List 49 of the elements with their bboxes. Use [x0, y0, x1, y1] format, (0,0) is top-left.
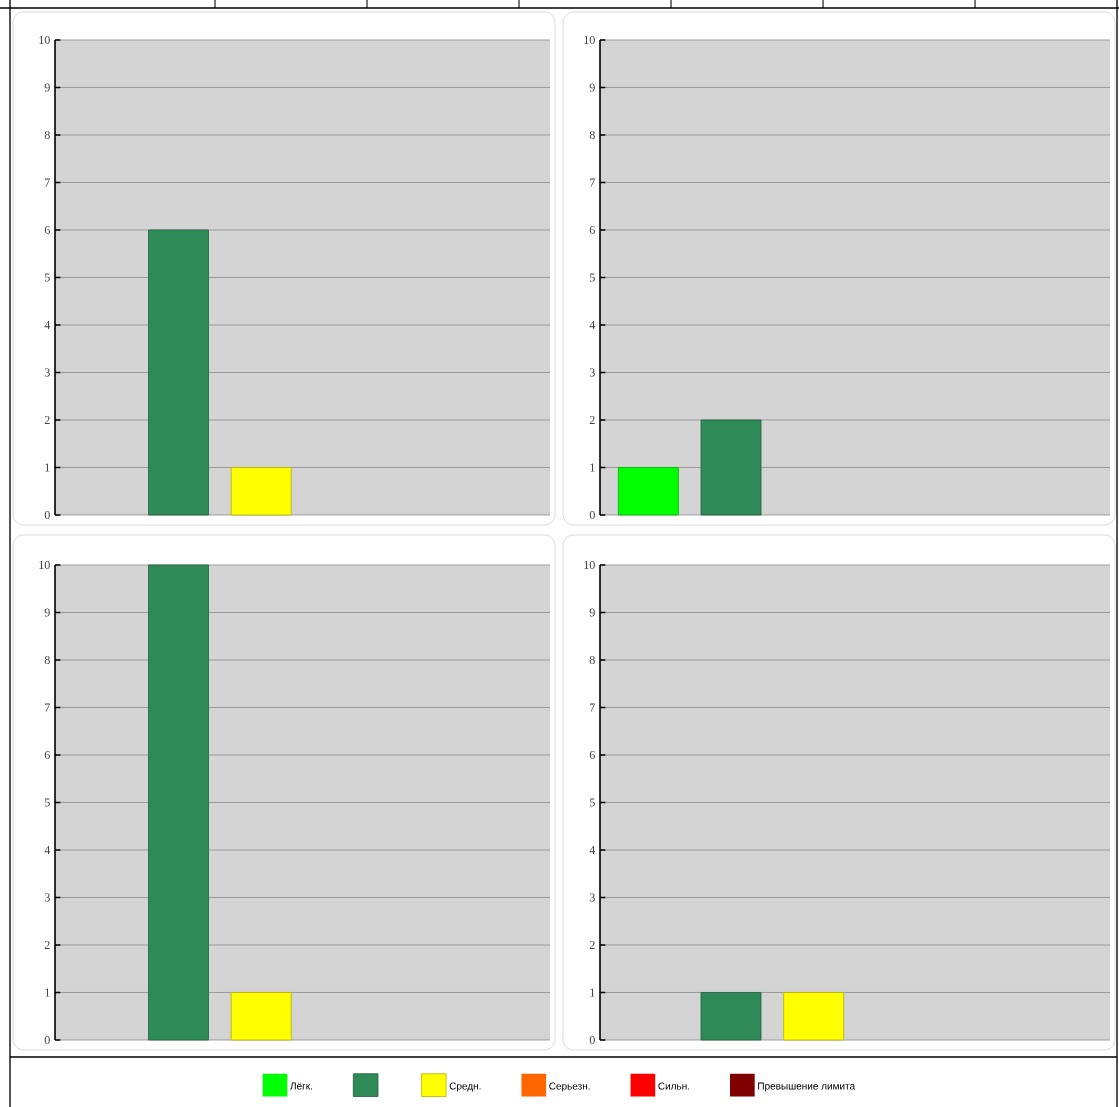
y-tick-label: 1 — [45, 988, 50, 997]
legend-label: Превышение лимита — [758, 1082, 856, 1092]
legend-label: Сильн. — [658, 1082, 690, 1090]
y-tick-label: 5 — [44, 798, 50, 807]
y-tick-label: 4 — [44, 846, 51, 854]
y-tick-label: 7 — [590, 703, 595, 712]
y-tick-label: 10 — [584, 35, 595, 45]
y-tick-label: 0 — [44, 1035, 50, 1045]
y-tick-label: 1 — [45, 463, 50, 472]
legend-label: Средн. — [449, 1082, 481, 1092]
y-tick-label: 6 — [44, 750, 50, 760]
y-tick-label: 2 — [44, 416, 50, 424]
y-tick-label: 6 — [589, 750, 595, 760]
y-tick-label: 3 — [44, 893, 50, 902]
y-tick-label: 9 — [589, 83, 595, 92]
y-tick-label: 7 — [45, 178, 50, 187]
y-tick-label: 3 — [44, 368, 50, 377]
y-tick-label: 10 — [39, 35, 50, 45]
y-tick-label: 8 — [589, 655, 595, 665]
y-tick-label: 10 — [39, 560, 50, 570]
legend-label: Серьезн. — [549, 1082, 590, 1092]
y-tick-label: 4 — [589, 846, 596, 854]
y-tick-label: 2 — [589, 416, 595, 424]
y-tick-label: 5 — [589, 798, 595, 807]
y-tick-label: 9 — [589, 608, 595, 617]
y-tick-label: 8 — [589, 130, 595, 140]
y-tick-label: 9 — [44, 608, 50, 617]
y-tick-label: 1 — [590, 463, 595, 472]
y-tick-label: 4 — [589, 321, 596, 329]
y-tick-label: 7 — [590, 178, 595, 187]
y-tick-label: 4 — [44, 321, 51, 329]
y-tick-label: 2 — [44, 941, 50, 949]
y-tick-label: 10 — [584, 560, 595, 570]
y-tick-label: 0 — [44, 510, 50, 520]
y-tick-label: 8 — [44, 655, 50, 665]
y-tick-label: 5 — [44, 273, 50, 282]
legend-label: Лёгк. — [290, 1082, 313, 1090]
y-tick-label: 5 — [589, 273, 595, 282]
y-tick-label: 3 — [589, 368, 595, 377]
y-tick-label: 0 — [589, 510, 595, 520]
y-tick-label: 9 — [44, 83, 50, 92]
y-tick-label: 7 — [45, 703, 50, 712]
y-tick-label: 6 — [589, 225, 595, 235]
y-tick-label: 6 — [44, 225, 50, 235]
y-tick-label: 2 — [589, 941, 595, 949]
y-tick-label: 0 — [589, 1035, 595, 1045]
y-tick-label: 3 — [589, 893, 595, 902]
y-tick-label: 1 — [590, 988, 595, 997]
y-tick-label: 8 — [44, 130, 50, 140]
